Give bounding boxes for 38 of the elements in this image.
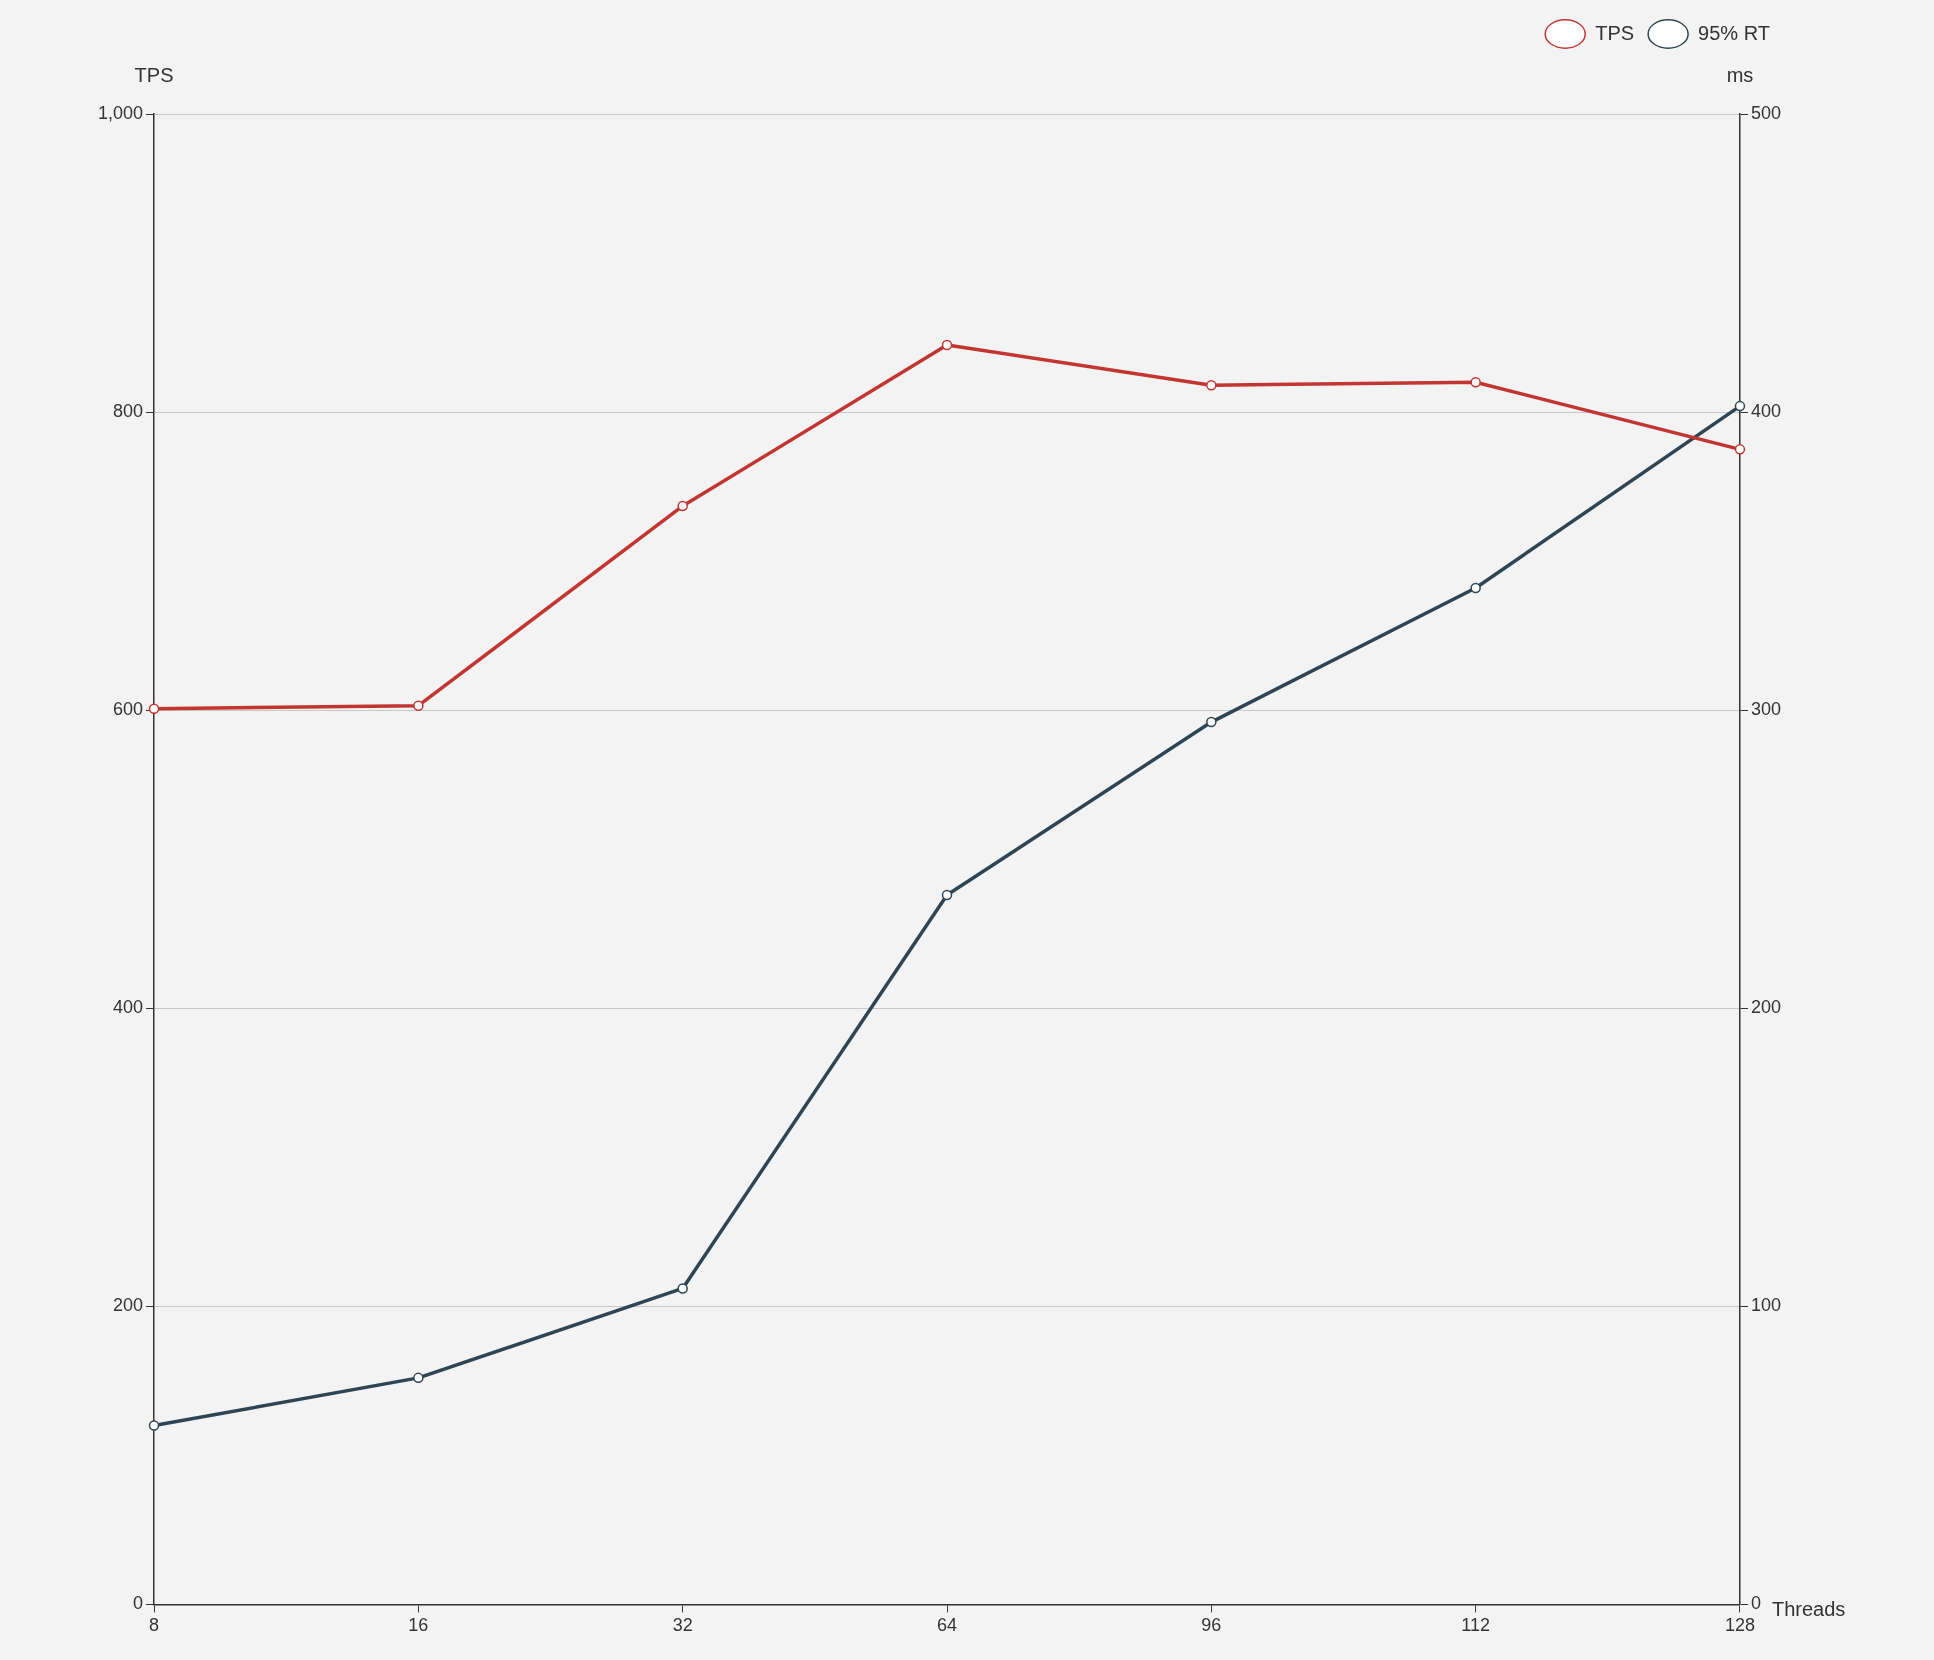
x-tick-label: 32: [672, 1615, 693, 1636]
point: [148, 703, 160, 714]
y-axis-title: TPS: [134, 63, 174, 86]
point: [941, 889, 953, 901]
y2-tick-label: 300: [1750, 699, 1782, 720]
y2-tick-label: 100: [1750, 1295, 1782, 1316]
point: [1470, 582, 1481, 594]
point: [1734, 444, 1746, 455]
y-tick-label: 1,000: [98, 102, 144, 123]
x-axis-title: Threads: [1771, 1597, 1846, 1620]
legend-label: 95% RT: [1698, 21, 1771, 44]
y2-tick-label: 400: [1750, 401, 1782, 422]
point: [677, 1283, 688, 1294]
y-tick-label: 600: [113, 699, 144, 720]
point: [677, 500, 688, 512]
y-tick-label: 800: [113, 401, 144, 422]
point: [941, 339, 953, 351]
y-tick-label: 400: [113, 997, 144, 1018]
x-tick-label: 64: [936, 1615, 958, 1636]
y2-tick-label: 0: [1750, 1593, 1761, 1614]
point: [1206, 716, 1217, 728]
x-tick-label: 16: [408, 1615, 429, 1636]
point: [413, 1372, 424, 1384]
y-tick-label: 0: [133, 1593, 144, 1614]
x-tick-label: 128: [1724, 1615, 1755, 1636]
y2-tick-label: 200: [1750, 997, 1782, 1018]
y2-tick-label: 500: [1750, 102, 1782, 123]
x-tick-label: 8: [149, 1615, 160, 1636]
y2-axis-title: ms: [1726, 63, 1754, 86]
x-tick-label: 96: [1201, 1615, 1222, 1636]
point: [1734, 400, 1746, 412]
x-tick-label: 112: [1461, 1615, 1490, 1636]
point: [1206, 380, 1217, 391]
point: [413, 700, 424, 711]
legend-label: TPS: [1595, 21, 1635, 44]
point: [1470, 377, 1481, 388]
point: [148, 1420, 160, 1431]
y-tick-label: 200: [113, 1295, 144, 1316]
